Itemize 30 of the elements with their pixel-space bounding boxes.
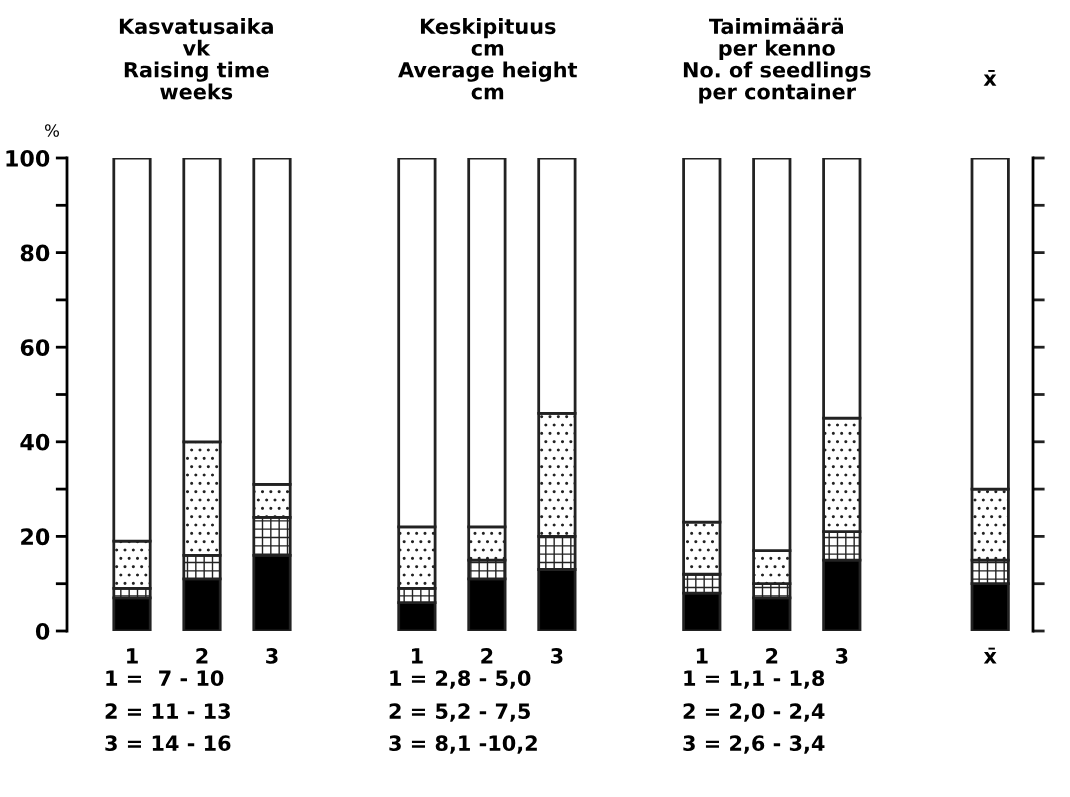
y-tick-label: 60: [20, 339, 50, 356]
x-tick-label: 2: [766, 648, 778, 664]
text: 2 = 5,2 - 7,5: [389, 703, 530, 722]
text: 2 = 2,0 - 2,4: [683, 703, 825, 722]
y-tick-label: 40: [20, 433, 50, 451]
y-axis-title: %: [45, 124, 59, 137]
text: 2 = 11 - 13: [105, 703, 230, 720]
text: Keskipituus cm Average height cm: [398, 18, 578, 100]
x-tick-label: x̄: [983, 647, 997, 664]
y-tick-label: 0: [35, 622, 50, 640]
y-tick-label: 20: [21, 528, 50, 546]
x-tick-label: 3: [266, 648, 278, 664]
x-tick-label: 2: [481, 648, 493, 664]
text: Kasvatusaika vk Raising time weeks: [119, 18, 273, 100]
text: 1 = 1,1 - 1,8: [684, 670, 825, 689]
text: 3 = 2,6 - 3,4: [683, 735, 825, 754]
x-tick-label: 2: [196, 648, 208, 664]
x-tick-label: 3: [835, 648, 848, 664]
text: x̄: [983, 70, 997, 86]
y-tick-label: 80: [20, 244, 50, 262]
text: 3 = 14 - 16: [105, 735, 231, 752]
text: 1 = 7 - 10: [106, 670, 224, 687]
x-tick-label: 3: [551, 648, 563, 664]
text: 1 = 2,8 - 5,0: [390, 670, 531, 689]
x-tick-label: 1: [412, 648, 423, 664]
y-tick-label: 100: [6, 149, 50, 167]
x-tick-label: 1: [696, 648, 708, 664]
text: Taimimäärä per kenno No. of seedlings per container: [683, 17, 871, 104]
x-tick-label: 1: [127, 648, 138, 664]
text: 3 = 8,1 -10,2: [389, 735, 537, 754]
